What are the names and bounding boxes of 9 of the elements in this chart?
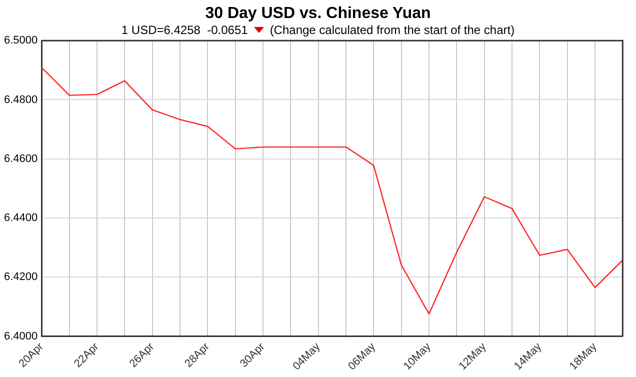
y-tick-label: 6.4600: [4, 152, 38, 165]
y-tick-label: 6.4000: [4, 330, 38, 342]
y-tick-label: 6.5000: [4, 34, 38, 47]
text: (Change calculated from the start of the chart): [270, 23, 515, 37]
y-tick-label: 6.4800: [4, 94, 38, 106]
y-tick-label: 6.4400: [4, 212, 38, 224]
y-tick-label: 6.4200: [4, 271, 38, 284]
chart-subtitle: 1 USD=6.4258 -0.0651: [121, 23, 248, 37]
chart-title: 30 Day USD vs. Chinese Yuan: [204, 5, 432, 23]
